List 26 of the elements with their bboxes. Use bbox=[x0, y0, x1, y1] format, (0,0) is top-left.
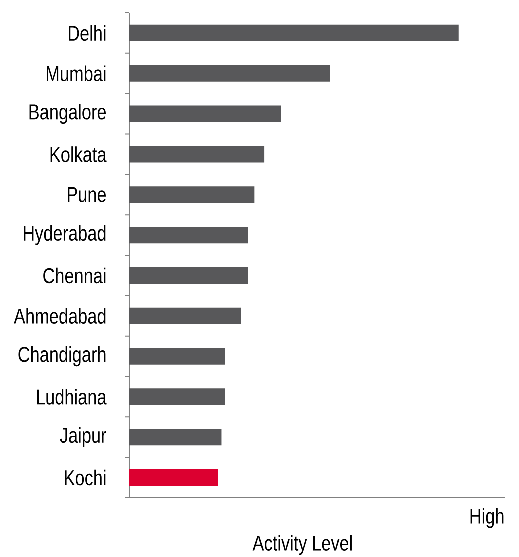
y-tick-label: Bangalore bbox=[30, 104, 106, 124]
y-tick-label: Kochi bbox=[65, 470, 106, 486]
bar bbox=[129, 388, 226, 406]
text: High bbox=[470, 508, 504, 528]
bar bbox=[129, 106, 282, 122]
y-tick-label: Kolkata bbox=[50, 146, 107, 162]
y-tick-label: Pune bbox=[68, 187, 106, 202]
bar bbox=[129, 65, 330, 82]
y-tick-label: Ahmedabad bbox=[14, 308, 106, 324]
y-tick-label: Ludhiana bbox=[37, 389, 107, 405]
bar bbox=[129, 429, 222, 446]
bar bbox=[129, 24, 459, 42]
bar bbox=[129, 348, 226, 365]
y-tick-label: Chennai bbox=[44, 268, 106, 284]
x-axis-title: Activity Level bbox=[252, 535, 352, 556]
y-tick-label: Delhi bbox=[69, 25, 106, 42]
y-tick-label: Jaipur bbox=[60, 427, 106, 448]
bar bbox=[129, 470, 218, 486]
y-tick-label: Mumbai bbox=[47, 66, 106, 82]
y-tick-label: Chandigarh bbox=[18, 346, 106, 367]
bar bbox=[129, 146, 265, 163]
y-tick-label: Hyderabad bbox=[24, 225, 106, 246]
bar bbox=[129, 186, 255, 204]
bar bbox=[129, 227, 248, 244]
bar bbox=[129, 308, 242, 324]
bar bbox=[129, 267, 248, 284]
